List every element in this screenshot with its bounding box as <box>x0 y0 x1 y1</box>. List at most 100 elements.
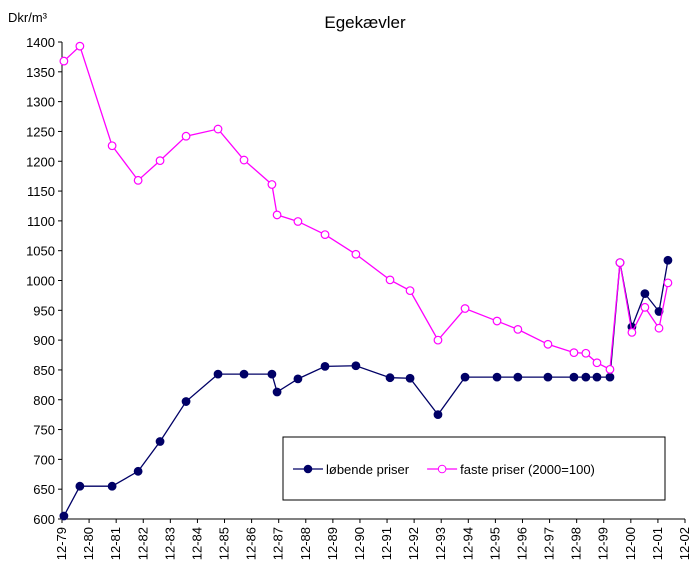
x-tick-label: 12-86 <box>244 527 259 560</box>
x-tick-label: 12-90 <box>352 527 367 560</box>
x-tick-label: 12-85 <box>217 527 232 560</box>
data-point <box>663 278 673 288</box>
x-tick-label: 12-82 <box>135 527 150 560</box>
x-tick-label: 12-87 <box>271 527 286 560</box>
x-tick-label: 12-95 <box>487 527 502 560</box>
legend-label: faste priser (2000=100) <box>460 462 595 477</box>
y-tick-label: 1250 <box>26 124 55 139</box>
x-tick-label: 12-92 <box>406 527 421 560</box>
data-point <box>320 230 330 239</box>
legend-marker <box>437 464 447 474</box>
data-point <box>107 481 117 491</box>
x-tick-label: 12-94 <box>460 527 475 560</box>
data-point <box>492 316 502 326</box>
data-point <box>433 410 443 420</box>
data-point <box>654 323 664 333</box>
data-point <box>543 372 553 382</box>
data-point <box>320 361 330 371</box>
data-point <box>627 327 637 337</box>
data-point <box>543 339 553 349</box>
data-point <box>272 387 282 397</box>
x-tick-label: 12-01 <box>650 527 665 560</box>
x-tick-label: 12-00 <box>623 527 638 560</box>
y-tick-label: 1350 <box>26 65 55 80</box>
y-tick-label: 650 <box>33 482 55 497</box>
data-point <box>59 56 69 66</box>
y-tick-label: 950 <box>33 303 55 318</box>
data-point <box>155 437 165 446</box>
data-point <box>272 210 282 220</box>
data-point <box>59 511 69 521</box>
data-point <box>605 364 615 374</box>
data-point <box>385 373 395 383</box>
x-tick-label: 12-97 <box>542 527 557 560</box>
y-tick-label: 750 <box>33 423 55 438</box>
data-point <box>385 275 395 285</box>
data-point <box>513 324 523 334</box>
data-point <box>460 304 470 313</box>
data-point <box>133 175 143 185</box>
data-point <box>75 41 85 51</box>
data-point <box>267 369 277 379</box>
data-point <box>605 372 615 382</box>
x-tick-label: 12-93 <box>433 527 448 560</box>
data-point <box>492 372 502 382</box>
data-point <box>513 372 523 382</box>
x-tick-label: 12-02 <box>677 527 692 560</box>
legend-label: løbende priser <box>326 462 410 477</box>
series-line <box>63 45 669 371</box>
legend-marker <box>303 464 313 474</box>
x-tick-label: 12-98 <box>569 527 584 560</box>
data-point <box>460 372 470 382</box>
data-point <box>293 217 303 226</box>
data-point <box>133 466 143 476</box>
x-tick-label: 12-88 <box>298 527 313 560</box>
y-tick-label: 1200 <box>26 154 55 169</box>
data-point <box>640 302 650 312</box>
y-tick-label: 850 <box>33 363 55 378</box>
x-tick-label: 12-84 <box>189 527 204 560</box>
x-tick-label: 12-91 <box>379 527 394 560</box>
y-tick-label: 1000 <box>26 274 55 289</box>
x-tick-label: 12-79 <box>54 527 69 560</box>
x-tick-label: 12-80 <box>81 527 96 560</box>
y-tick-label: 1300 <box>26 95 55 110</box>
data-point <box>351 361 361 371</box>
y-axis-label: Dkr/m³ <box>8 10 48 25</box>
data-point <box>592 372 602 382</box>
data-point <box>351 249 361 259</box>
data-point <box>239 369 249 379</box>
y-tick-label: 700 <box>33 452 55 467</box>
data-point <box>213 369 223 379</box>
data-point <box>181 131 191 141</box>
data-point <box>405 286 415 296</box>
data-point <box>239 155 249 165</box>
data-point <box>663 255 673 265</box>
x-tick-label: 12-96 <box>514 527 529 560</box>
data-point <box>75 481 85 491</box>
x-tick-label: 12-83 <box>162 527 177 560</box>
data-point <box>640 289 650 299</box>
y-tick-label: 1400 <box>26 35 55 50</box>
y-tick-label: 1050 <box>26 244 55 259</box>
y-tick-label: 900 <box>33 333 55 348</box>
data-point <box>293 374 303 384</box>
data-point <box>581 348 591 358</box>
x-tick-label: 12-81 <box>108 527 123 560</box>
y-tick-label: 800 <box>33 393 55 408</box>
legend-box <box>282 436 666 501</box>
x-tick-label: 12-89 <box>325 527 340 560</box>
data-point <box>592 358 602 368</box>
data-point <box>107 141 117 151</box>
data-point <box>433 335 443 345</box>
data-point <box>155 156 165 166</box>
data-point <box>615 258 625 268</box>
chart-title: Egekævler <box>324 13 406 32</box>
data-point <box>181 397 191 406</box>
y-tick-label: 1100 <box>27 214 55 229</box>
y-tick-label: 1150 <box>27 184 55 199</box>
x-tick-label: 12-99 <box>596 527 611 560</box>
y-tick-label: 600 <box>33 512 55 527</box>
data-point <box>569 372 579 382</box>
